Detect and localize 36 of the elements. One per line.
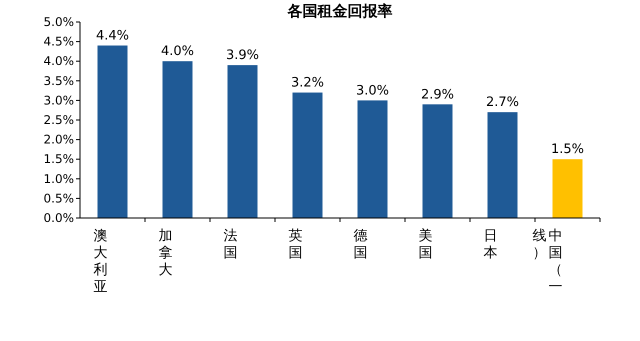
x-tick-label: 日本 xyxy=(484,228,498,261)
bar xyxy=(162,61,192,218)
x-tick-label: 法国 xyxy=(224,228,238,261)
y-tick-label: 2.0% xyxy=(44,132,74,147)
category-label: 中国（一线） xyxy=(532,228,562,295)
y-tick-label: 4.5% xyxy=(44,34,74,49)
x-tick-label: 加拿大 xyxy=(158,228,172,278)
x-tick-label: 澳大利亚 xyxy=(94,228,108,295)
bar xyxy=(358,100,388,218)
bar xyxy=(488,112,518,218)
y-tick-label: 1.5% xyxy=(44,152,74,166)
y-tick-label: 3.5% xyxy=(44,74,74,88)
x-tick-label: 美国 xyxy=(418,228,432,261)
y-tick-label: 3.0% xyxy=(44,93,74,108)
y-tick-label: 1.0% xyxy=(44,172,74,186)
y-tick-label: 5.0% xyxy=(44,15,74,29)
bar xyxy=(552,159,582,218)
data-label: 2.7% xyxy=(486,95,520,110)
data-label: 1.5% xyxy=(550,142,584,158)
y-tick-label: 0.0% xyxy=(44,211,74,225)
data-label: 2.9% xyxy=(420,87,454,102)
bar xyxy=(422,104,452,218)
data-label: 3.9% xyxy=(226,48,260,64)
y-tick-label: 0.5% xyxy=(44,191,74,206)
x-tick-label: 英国 xyxy=(288,228,302,261)
y-tick-label: 2.5% xyxy=(44,113,74,127)
data-label: 3.2% xyxy=(290,76,324,91)
data-label: 4.4% xyxy=(96,28,130,44)
bar xyxy=(292,92,322,218)
data-label: 4.0% xyxy=(160,44,194,60)
bar xyxy=(98,46,128,218)
chart-title: 各国租金回报率 xyxy=(286,2,392,20)
y-tick-label: 4.0% xyxy=(44,54,74,68)
bar xyxy=(228,65,258,218)
data-label: 3.0% xyxy=(356,83,390,98)
x-tick-label: 德国 xyxy=(354,228,368,261)
